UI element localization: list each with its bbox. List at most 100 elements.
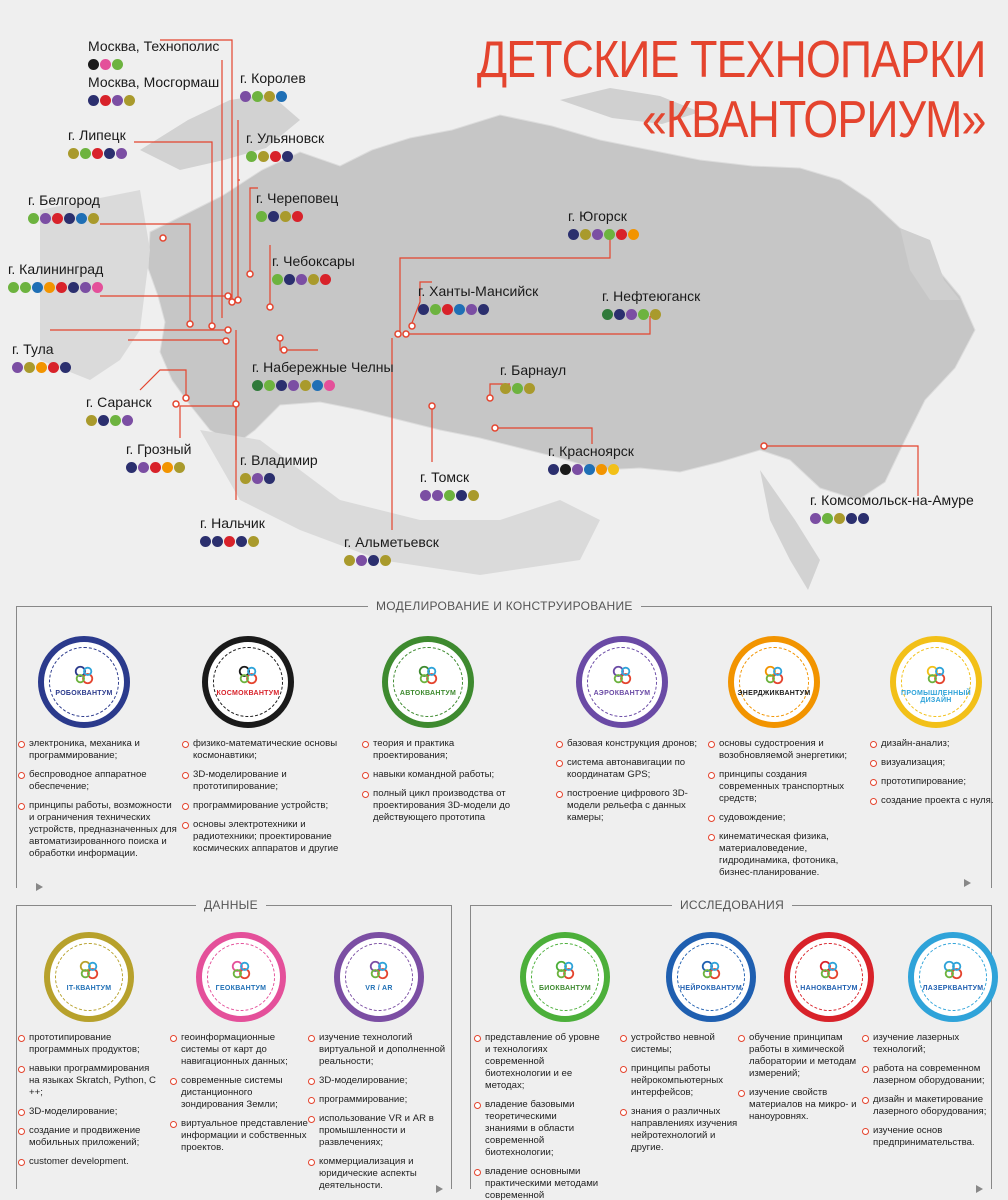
topic-item: система автонавигации по координатам GPS… <box>556 757 716 781</box>
badge-dashed-ring <box>213 647 283 717</box>
city-quantum-dots <box>68 148 127 159</box>
quantum-badge: АВТОКВАНТУМ <box>382 636 474 728</box>
quantum-dot <box>292 211 303 222</box>
quantum-dot <box>268 211 279 222</box>
city-quantum-dots <box>272 274 355 285</box>
quantum-dot <box>500 383 511 394</box>
page-title: ДЕТСКИЕ ТЕХНОПАРКИ «КВАНТОРИУМ» <box>477 30 987 150</box>
city-name: г. Тула <box>12 341 54 357</box>
quantum-dot <box>420 490 431 501</box>
city-name: г. Набережные Челны <box>252 359 394 375</box>
quantum-dot <box>614 309 625 320</box>
laser-quantum-icon <box>942 959 964 981</box>
quantum-column: НЕЙРОКВАНТУМ устройство невной системы; пр… <box>620 932 756 1161</box>
badge-dashed-ring <box>901 647 971 717</box>
city-quantum-dots <box>420 490 479 501</box>
quantum-dot <box>512 383 523 394</box>
badge-dashed-ring <box>677 943 745 1011</box>
badge-dashed-ring <box>393 647 463 717</box>
city-quantum-dots <box>602 309 700 320</box>
quantum-dot <box>608 464 619 475</box>
quantum-dot <box>240 91 251 102</box>
city-quantum-dots <box>12 362 71 373</box>
quantum-dot <box>288 380 299 391</box>
quantum-dot <box>56 282 67 293</box>
quantum-badge: ГЕОКВАНТУМ <box>196 932 286 1022</box>
city-label: г. Чебоксары <box>272 253 355 285</box>
badge-dashed-ring <box>587 647 657 717</box>
quantum-dot <box>100 59 111 70</box>
quantum-dot <box>356 555 367 566</box>
quantum-dot <box>236 536 247 547</box>
quantum-badge-label: БИОКВАНТУМ <box>538 985 592 992</box>
quantum-dot <box>252 91 263 102</box>
quantum-dot <box>442 304 453 315</box>
quantum-badge: IT-КВАНТУМ <box>44 932 134 1022</box>
quantum-dot <box>272 274 283 285</box>
quantum-badge-label: АВТОКВАНТУМ <box>399 690 457 697</box>
quantum-column: ЭНЕРДЖИКВАНТУМ основы судостроения и возо… <box>708 636 868 886</box>
city-quantum-dots <box>88 59 219 70</box>
city-label: г. Ханты-Мансийск <box>418 283 538 315</box>
topic-item: полный цикл производства от проектирован… <box>362 788 522 824</box>
city-quantum-dots <box>88 95 219 106</box>
robo-quantum-icon <box>73 664 95 686</box>
quantum-dot <box>88 95 99 106</box>
city-label: г. Королев <box>240 70 306 102</box>
quantum-dot <box>280 211 291 222</box>
quantum-topics-list: физико-математические основы космонавтик… <box>182 738 342 855</box>
quantum-dot <box>92 148 103 159</box>
quantum-dot <box>296 274 307 285</box>
quantum-dot <box>312 380 323 391</box>
topic-item: дизайн-анализ; <box>870 738 1008 750</box>
quantum-dot <box>270 151 281 162</box>
quantum-dot <box>466 304 477 315</box>
quantum-dot <box>308 274 319 285</box>
topic-item: программирование устройств; <box>182 800 342 812</box>
quantum-dot <box>86 415 97 426</box>
city-label: г. Ульяновск <box>246 130 324 162</box>
city-quantum-dots <box>810 513 974 524</box>
data-arrow <box>436 1185 443 1193</box>
quantum-dot <box>122 415 133 426</box>
city-label: г. Калининград <box>8 261 103 293</box>
quantum-dot <box>846 513 857 524</box>
quantum-dot <box>138 462 149 473</box>
aero-quantum-icon <box>611 664 633 686</box>
city-name: г. Ульяновск <box>246 130 325 146</box>
quantum-dot <box>248 536 259 547</box>
quantum-badge-label: НЕЙРОКВАНТУМ <box>680 985 742 992</box>
quantum-badge: РОБОКВАНТУМ <box>38 636 130 728</box>
quantum-dot <box>264 380 275 391</box>
city-markers <box>159 234 768 450</box>
vrar-quantum-icon <box>368 959 390 981</box>
quantum-badge: АЭРОКВАНТУМ <box>576 636 668 728</box>
quantum-dot <box>150 462 161 473</box>
quantum-topics-list: дизайн-анализ; визуализация; прототипирова… <box>870 738 1008 807</box>
city-name: г. Белгород <box>28 192 100 208</box>
quantum-topics-list: представление об уровне и технологиях со… <box>474 1032 600 1200</box>
city-name: г. Калининград <box>8 261 104 277</box>
city-quantum-dots <box>240 473 318 484</box>
quantum-dot <box>48 362 59 373</box>
topic-item: навыки командной работы; <box>362 769 522 781</box>
topic-item: виртуальное представление информации и с… <box>170 1118 310 1154</box>
quantum-dot <box>344 555 355 566</box>
quantum-dot <box>124 95 135 106</box>
title-line-2: «КВАНТОРИУМ» <box>642 91 987 149</box>
topic-item: дизайн и макетирование лазерного оборудо… <box>862 1094 988 1118</box>
city-label: Москва, Мосгормаш <box>88 74 219 106</box>
city-label: г. Нефтеюганск <box>602 288 700 320</box>
neuro-quantum-icon <box>700 959 722 981</box>
quantum-dot <box>468 490 479 501</box>
quantum-dot <box>256 211 267 222</box>
badge-dashed-ring <box>49 647 119 717</box>
quantum-dot <box>638 309 649 320</box>
quantum-column: АВТОКВАНТУМ теория и практика проектирова… <box>362 636 522 831</box>
quantum-dot <box>44 282 55 293</box>
topic-item: использование VR и AR в промышленности и… <box>308 1113 448 1149</box>
quantum-topics-list: изучение технологий виртуальной и дополн… <box>308 1032 448 1192</box>
quantum-badge-label: РОБОКВАНТУМ <box>55 690 113 697</box>
quantum-dot <box>174 462 185 473</box>
quantum-dot <box>444 490 455 501</box>
